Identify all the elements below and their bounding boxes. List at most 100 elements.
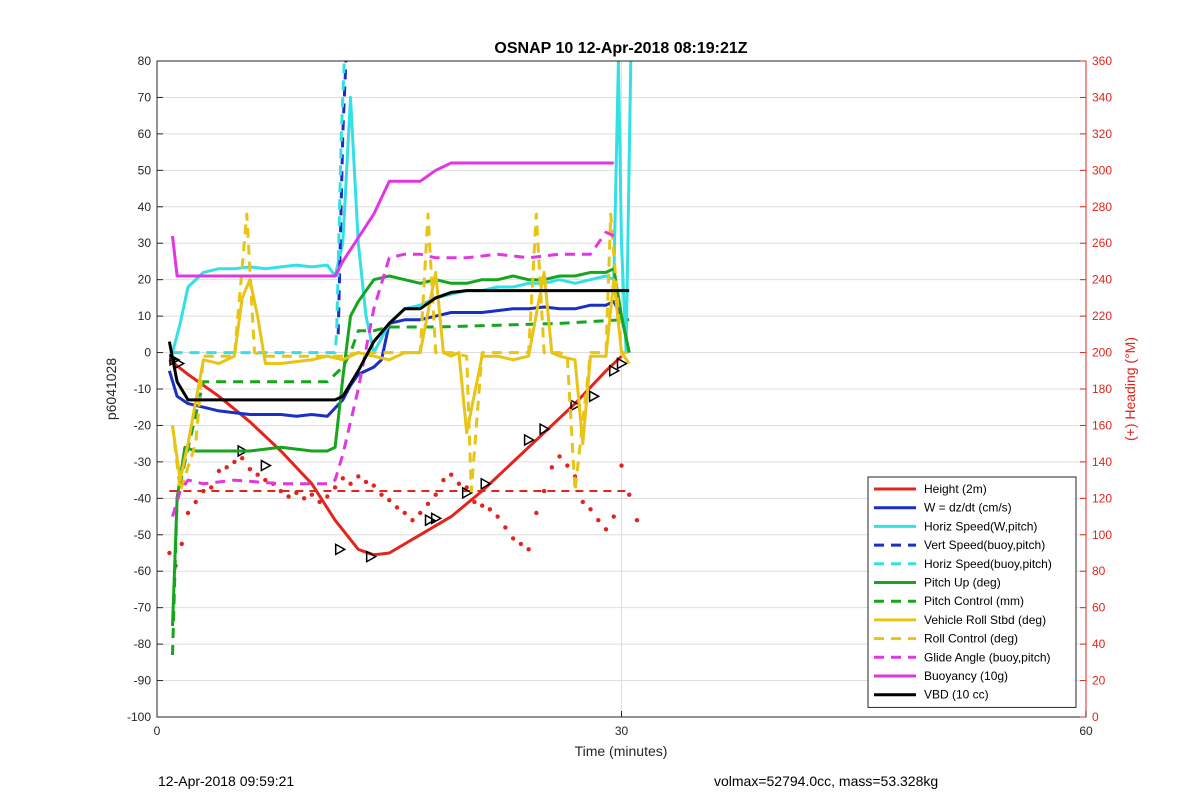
y2-tick-label: 100 [1092, 528, 1112, 542]
height-marker [570, 399, 582, 412]
series-buoyancy-10g [171, 161, 614, 278]
heading-point [627, 492, 632, 497]
height-marker [480, 477, 492, 491]
y-tick-label: -80 [134, 637, 152, 651]
heading-point [510, 536, 516, 541]
height-marker [609, 364, 621, 378]
heading-point [371, 483, 376, 488]
heading-point [309, 492, 315, 497]
y2-axis-label: (+) Heading (°M) [1122, 337, 1138, 441]
series-pitch-control-mm [171, 318, 630, 656]
x-axis-label: Time (minutes) [575, 743, 668, 759]
heading-point [286, 494, 291, 499]
y-tick-label: -30 [134, 455, 152, 469]
y-tick-label: 70 [138, 90, 152, 104]
heading-point [526, 547, 531, 552]
series-roll-control-deg [171, 212, 630, 493]
footer-timestamp: 12-Apr-2018 09:59:21 [158, 773, 295, 789]
heading-point [255, 472, 260, 477]
y-tick-label: 20 [138, 273, 152, 287]
y2-tick-label: 140 [1092, 455, 1112, 469]
height-marker [523, 433, 536, 447]
heading-point [549, 465, 555, 470]
footer-volmax-mass: volmax=52794.0cc, mass=53.328kg [714, 773, 939, 789]
legend: Height (2m) W = dz/dt (cm/s) Horiz Speed(W… [867, 476, 1077, 708]
left-axis: 80 70 60 50 40 30 20 10 0 -10 -20 -30 -40 -50 -60 -70 -8… [127, 54, 163, 724]
y2-tick-label: 20 [1092, 674, 1106, 688]
heading-point [208, 485, 214, 490]
heading-point [394, 505, 400, 510]
legend-label: Horiz Speed(buoy,pitch) [924, 557, 1052, 571]
heading-point [179, 541, 184, 547]
y2-tick-label: 160 [1092, 418, 1112, 432]
height-marker [260, 459, 272, 472]
y-tick-label: -70 [134, 601, 152, 615]
y-tick-label: -60 [134, 564, 152, 578]
heading-point [503, 525, 508, 530]
y2-tick-label: 340 [1092, 90, 1112, 104]
heading-point [193, 499, 198, 505]
y-tick-label: 50 [138, 163, 152, 177]
heading-point [495, 514, 500, 519]
heading-point [216, 468, 222, 474]
heading-point [402, 510, 407, 516]
legend-label: Vehicle Roll Stbd (deg) [924, 613, 1046, 627]
series-height-2m [168, 355, 623, 557]
heading-point [167, 550, 172, 556]
heading-point [518, 541, 524, 547]
series-horiz-speed-buoy-pitch [172, 61, 346, 355]
heading-point [278, 488, 284, 494]
y2-tick-label: 0 [1092, 710, 1099, 724]
series-layer [167, 61, 640, 656]
chart: 80706050403020100-10-20-30-40-50-60-70-8… [103, 40, 1138, 759]
series-glide-angle-buoy-pitch [171, 230, 615, 518]
y2-tick-label: 80 [1092, 564, 1106, 578]
right-axis: 3603403203002802602402202001801601401201… [1080, 54, 1112, 724]
y-tick-label: -100 [127, 710, 151, 724]
heading-point [464, 485, 469, 490]
x-tick-label: 60 [1079, 724, 1093, 738]
heading-point [410, 518, 415, 523]
y-tick-label: -20 [134, 418, 152, 432]
height-marker [430, 512, 443, 525]
y2-tick-label: 180 [1092, 382, 1112, 396]
y2-tick-label: 60 [1092, 601, 1106, 615]
heading-point [441, 477, 446, 483]
x-tick-label: 0 [154, 724, 161, 738]
legend-label: W = dz/dt (cm/s) [924, 501, 1012, 515]
y-tick-label: -90 [134, 674, 152, 688]
heading-point [596, 518, 601, 523]
y2-tick-label: 220 [1092, 309, 1112, 323]
y2-tick-label: 240 [1092, 273, 1112, 287]
heading-point [541, 488, 547, 494]
heading-point [418, 510, 423, 516]
legend-label: Horiz Speed(W,pitch) [924, 519, 1037, 533]
y-tick-label: -50 [134, 528, 152, 542]
height-marker [334, 543, 347, 556]
legend-label: Buoyancy (10g) [924, 669, 1008, 683]
heading-point [247, 466, 253, 472]
heading-point [301, 496, 307, 501]
legend-box [867, 476, 1077, 708]
y2-tick-label: 360 [1092, 54, 1112, 68]
y2-tick-label: 200 [1092, 346, 1112, 360]
heading-point [294, 490, 299, 496]
height-marker [616, 357, 629, 370]
heading-point [379, 492, 384, 497]
y-tick-label: -40 [134, 491, 152, 505]
heading-point [456, 481, 462, 486]
y-tick-label: 10 [138, 309, 152, 323]
heading-point [201, 488, 206, 494]
series-vbd-10-cc [167, 289, 630, 402]
y-tick-label: 80 [138, 54, 152, 68]
y2-tick-label: 300 [1092, 163, 1112, 177]
heading-point [387, 497, 392, 503]
heading-point [232, 459, 237, 465]
heading-point [224, 465, 229, 470]
heading-point [433, 492, 438, 497]
heading-point [340, 476, 345, 481]
x-axis: 0 30 60 [154, 711, 1093, 738]
heading-point [185, 510, 191, 516]
y-axis-label: p6041028 [103, 358, 119, 421]
legend-label: Height (2m) [924, 482, 987, 496]
